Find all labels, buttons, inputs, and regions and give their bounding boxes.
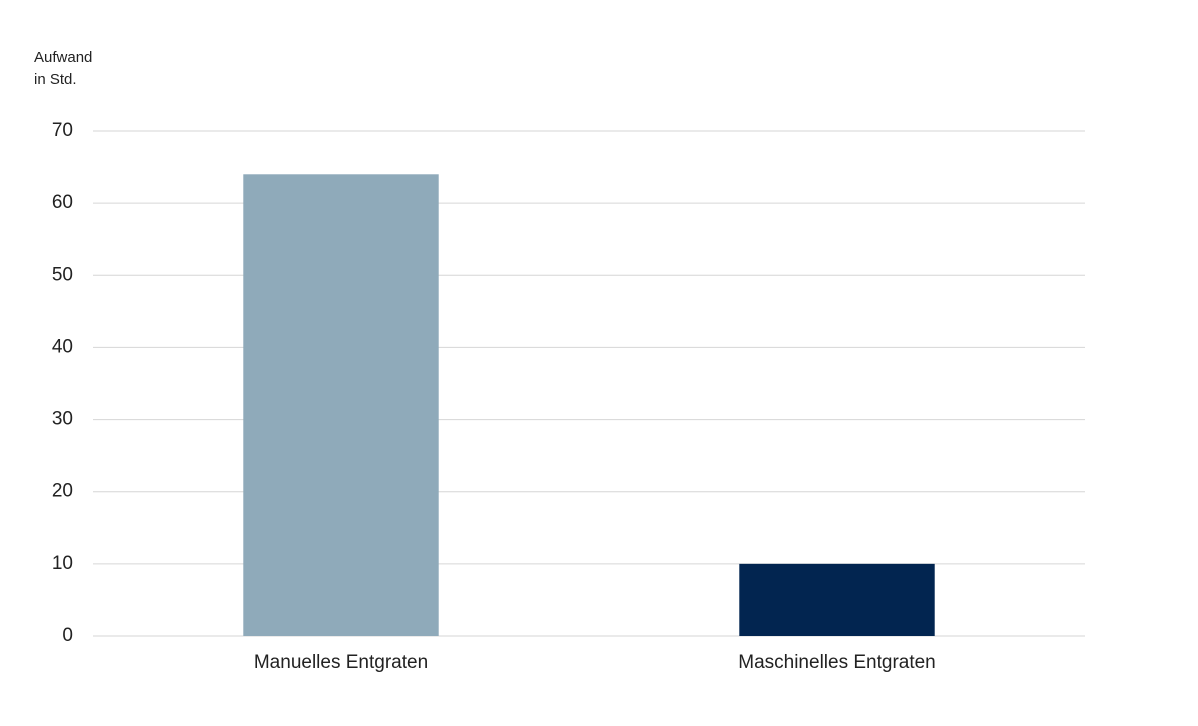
bar [739, 563, 935, 636]
x-tick-label: Manuelles Entgraten [254, 652, 428, 673]
y-tick-label: 60 [52, 192, 73, 213]
y-tick-label: 50 [52, 264, 73, 285]
y-tick-label: 0 [62, 625, 73, 646]
y-tick-label: 20 [52, 481, 73, 502]
bar [243, 174, 439, 637]
y-tick-label: 10 [52, 553, 73, 574]
y-axis-label: Aufwand [34, 49, 92, 66]
y-tick-label: 70 [52, 120, 73, 141]
y-tick-label: 40 [52, 336, 73, 357]
y-tick-label: 30 [52, 409, 73, 430]
y-axis-label: in Std. [34, 71, 77, 88]
x-tick-label: Maschinelles Entgraten [738, 652, 936, 673]
